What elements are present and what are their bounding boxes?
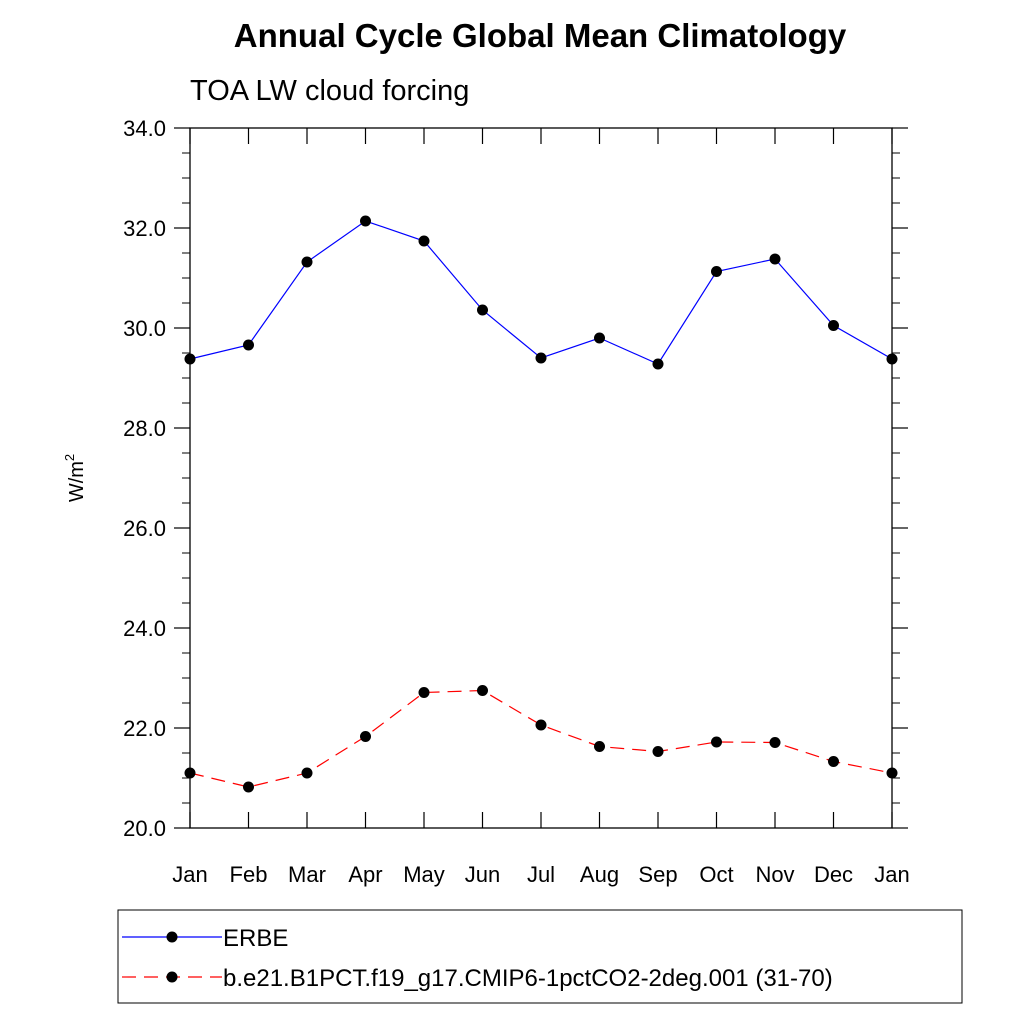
series-1-point [594,741,605,752]
series-1-point [711,736,722,748]
series-0-point [184,353,196,365]
x-tick-label: Feb [230,862,268,887]
legend-label-1: b.e21.B1PCT.f19_g17.CMIP6-1pctCO2-2deg.0… [223,965,833,992]
x-axis: Jan Feb Mar Apr May Jun Jul Aug Sep Oct Nov Dec Jan [172,128,910,887]
series-1-point [418,687,430,698]
series-1-point [360,731,371,742]
x-tick-label: Apr [348,862,382,887]
y-tick-label: 20.0 [123,816,166,841]
x-tick-label: Jun [465,862,500,887]
y-axis-label: W/m2 [62,454,88,502]
series-1-point [477,685,488,696]
y-tick-label: 30.0 [123,316,166,341]
series-1-point [184,767,196,779]
x-tick-label: Oct [699,862,733,887]
x-tick-label: Sep [638,862,677,887]
x-tick-label: Jan [172,862,207,887]
series-0-point [360,215,371,227]
series-1-point [886,767,898,779]
y-tick-label: 34.0 [123,116,166,141]
series-line-1 [189,689,893,788]
series-0-point [711,266,722,277]
series-0-point [769,253,781,265]
y-axis: 20.0 22.0 24.0 26.0 28.0 30.0 32.0 34.0 [123,116,908,841]
y-tick-label: 28.0 [123,416,166,441]
y-axis-label-unit: W/m [66,461,88,502]
y-tick-label: 22.0 [123,716,166,741]
series-0-point [886,353,898,365]
legend: ERBE b.e21.B1PCT.f19_g17.CMIP6-1pctCO2-2d… [117,909,963,1004]
y-tick-label: 24.0 [123,616,166,641]
series-0-point [828,320,839,331]
x-tick-label: May [403,862,445,887]
series-1-point [535,719,547,731]
chart-subtitle: TOA LW cloud forcing [190,75,469,107]
series-1-point [828,756,839,767]
series-0-point [243,339,254,351]
y-tick-label: 26.0 [123,516,166,541]
series-0-point [652,358,664,370]
x-tick-label: Nov [755,862,794,887]
x-tick-label: Dec [814,862,853,887]
legend-marker-0 [166,931,178,943]
x-tick-label: Aug [580,862,619,887]
series-1-point [652,746,664,757]
legend-marker-1 [166,971,178,983]
series-1-point [769,737,781,748]
series-0-point [301,256,313,268]
y-tick-label: 32.0 [123,216,166,241]
series-0-point [535,352,547,364]
series-1-point [301,767,313,779]
x-tick-label: Mar [288,862,326,887]
legend-label-0: ERBE [223,925,288,952]
series-0-point [594,332,605,344]
x-tick-label: Jan [874,862,909,887]
x-tick-label: Jul [527,862,555,887]
series-line-0 [189,220,893,365]
series-0-point [418,235,430,247]
series-layer [184,215,898,793]
y-axis-label-superscript: 2 [62,454,77,461]
series-0-point [477,304,488,316]
legend-box [117,909,963,1004]
chart-title: Annual Cycle Global Mean Climatology [234,17,847,54]
series-1-point [243,781,254,793]
legend-entries: ERBE b.e21.B1PCT.f19_g17.CMIP6-1pctCO2-2d… [122,925,833,992]
